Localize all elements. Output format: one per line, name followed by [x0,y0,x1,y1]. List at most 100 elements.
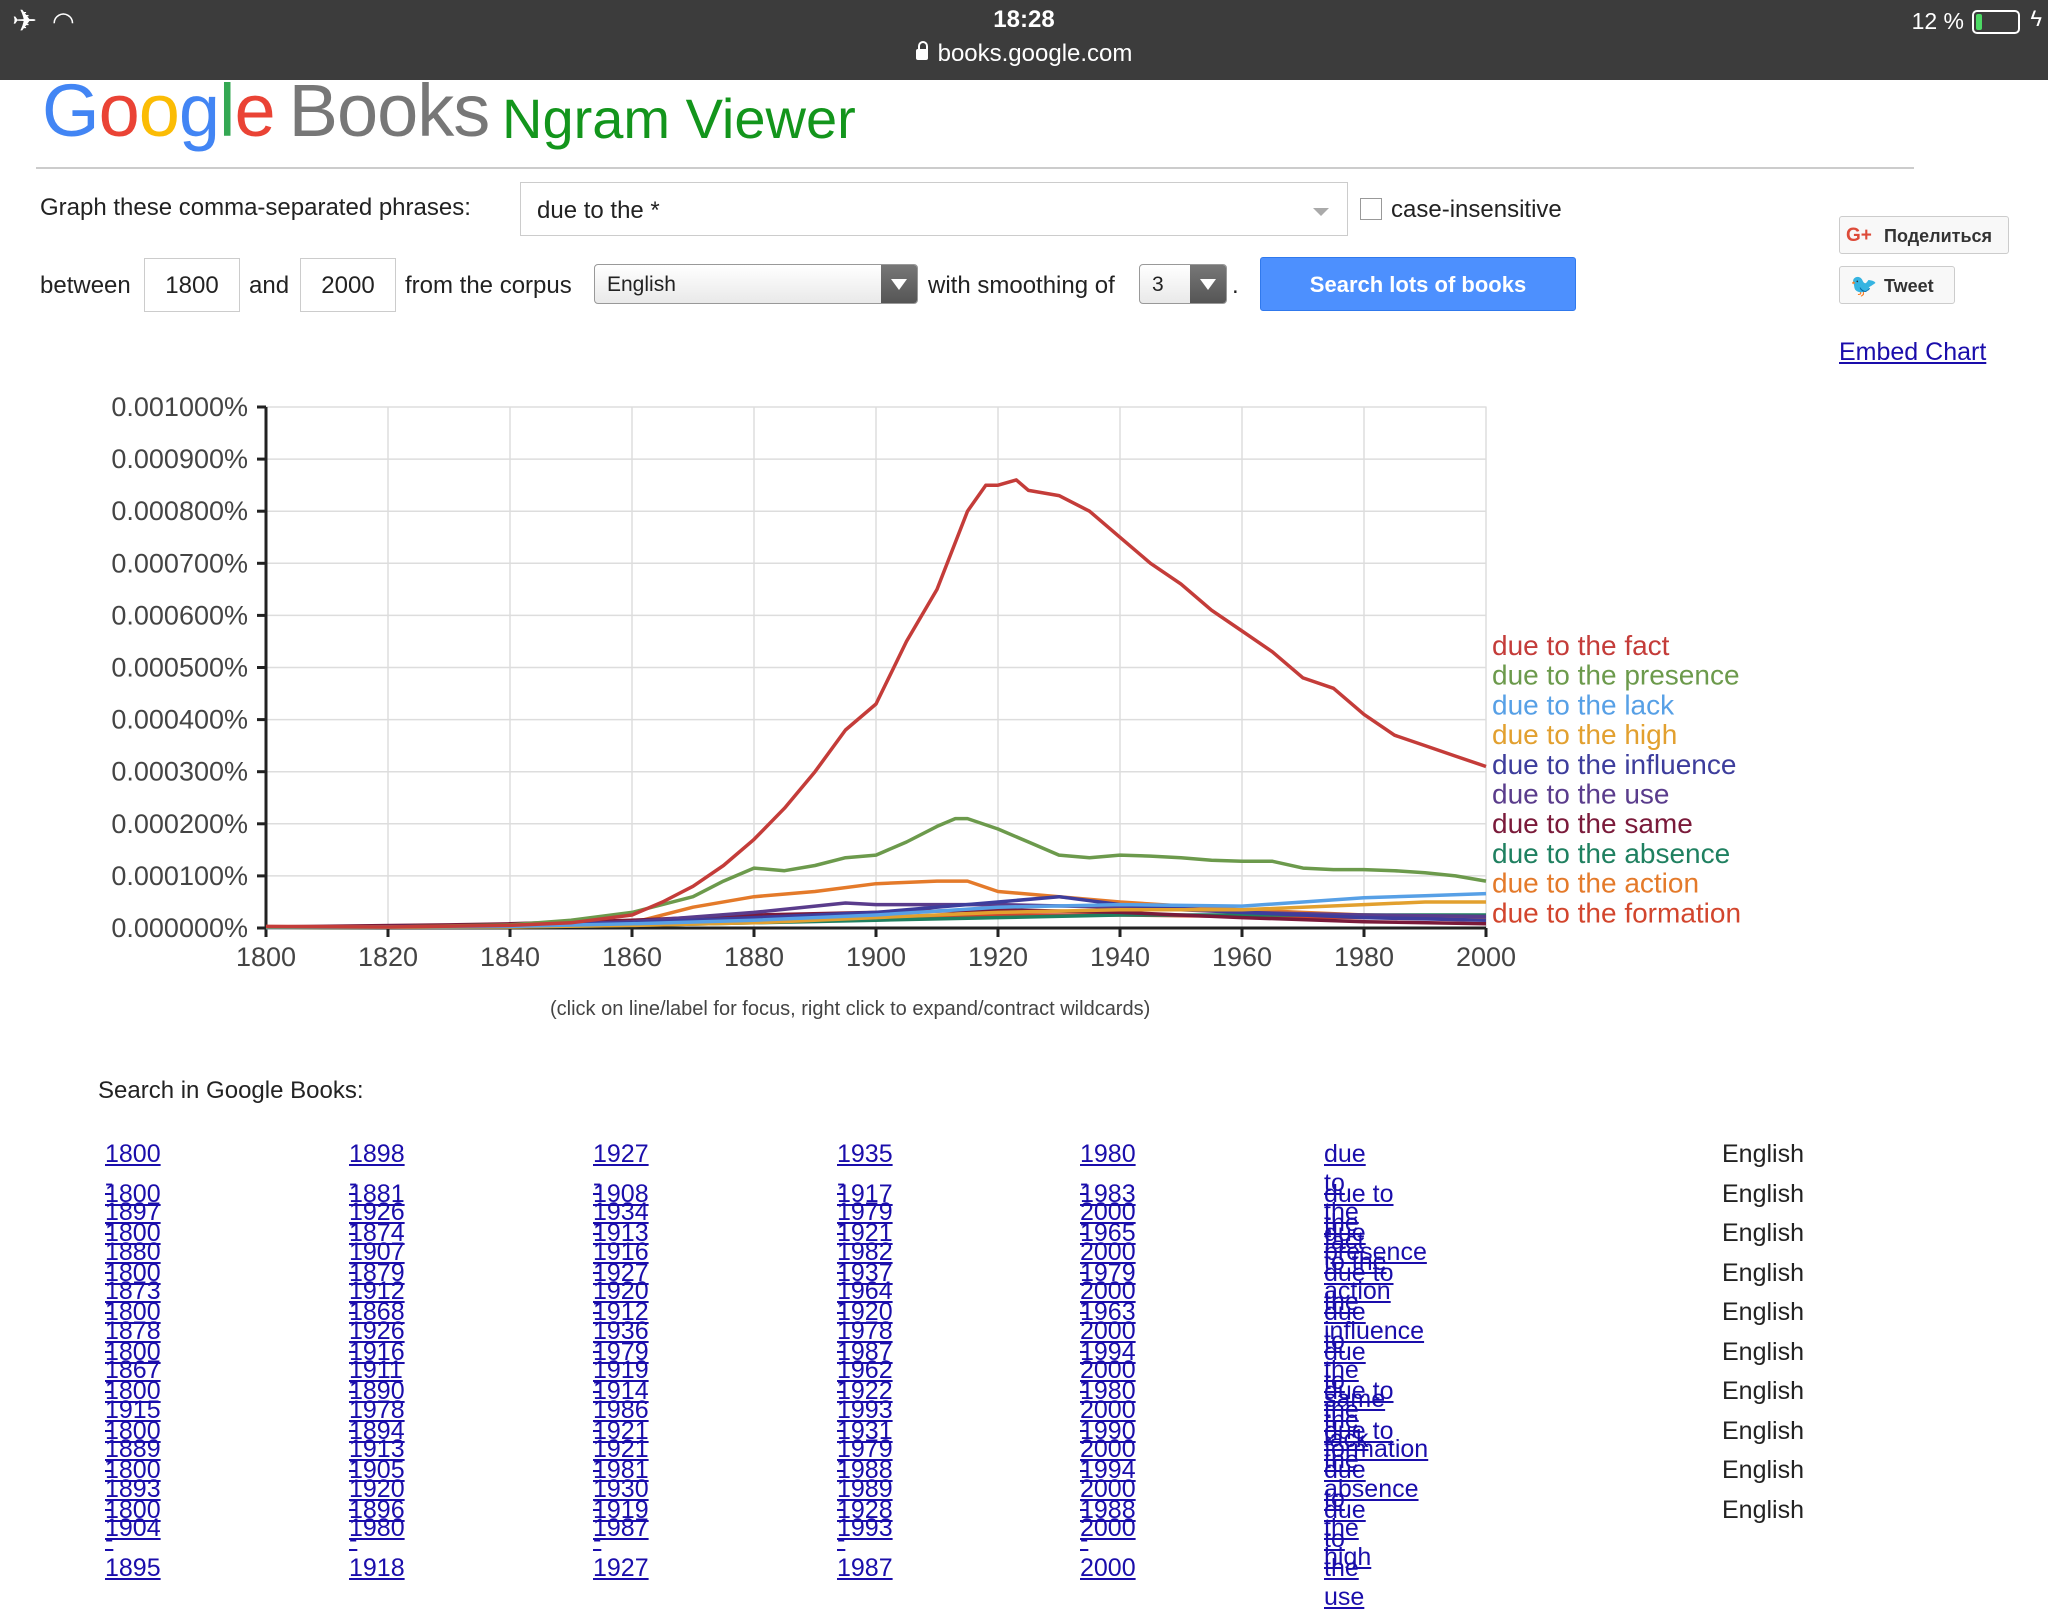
year-range-link[interactable]: 1912 - 1919 [593,1298,649,1384]
phrases-dropdown-arrow-icon[interactable] [1313,208,1329,216]
series-line[interactable] [266,816,1487,929]
year-range-link[interactable]: 1800 - 1893 [105,1416,161,1503]
corpus-cell: English [1722,1456,1804,1484]
corpus-select[interactable]: English [594,264,918,304]
search-button[interactable]: Search lots of books [1260,257,1576,311]
year-range-link[interactable]: 1963 - 2000 [1080,1298,1136,1384]
google-books-logo[interactable]: Google Books [42,68,490,153]
year-range-link[interactable]: 1881 - 1907 [349,1179,405,1266]
year-range-link[interactable]: 1800 - 1873 [105,1219,161,1305]
year-range-link[interactable]: 1927 - 1936 [593,1258,649,1345]
charging-icon: ϟ [2030,6,2042,31]
phrase-link[interactable]: due to the formation [1324,1377,1429,1463]
year-range-link[interactable]: 1937 - 1978 [837,1258,893,1345]
year-range-link[interactable]: 1894 - 1920 [349,1416,405,1503]
year-range-link[interactable]: 1800 - 1895 [105,1495,161,1582]
year-range-link[interactable]: 1800 - 1889 [105,1377,161,1463]
year-range-link[interactable]: 1979 - 2000 [1080,1258,1136,1345]
battery-percent: 12 % [1911,8,1964,34]
case-insensitive-checkbox[interactable] [1360,198,1382,220]
legend-label[interactable]: due to the formation [1492,897,1741,928]
corpus-cell: English [1722,1416,1804,1445]
corpus-cell: English [1722,1258,1804,1287]
year-range-link[interactable]: 1990 - 2000 [1080,1416,1136,1503]
form-period: . [1232,272,1239,299]
year-range-link[interactable]: 1800 - 1867 [105,1298,161,1384]
year-range-link[interactable]: 1927 - 1934 [593,1140,649,1226]
ngram-chart[interactable]: 1800 1820 1840 1860 1880 1900 1920 1940 1960 1980… [0,380,1800,980]
year-range-link[interactable]: 1921 - 1964 [837,1219,893,1305]
status-time: 18:28 [993,6,1055,33]
year-range-link[interactable]: 1868 - 1911 [349,1298,405,1384]
phrase-link[interactable]: due to the action [1324,1219,1391,1305]
address-bar[interactable]: books.google.com [0,40,2048,68]
year-range-link[interactable]: 1916 - 1978 [349,1337,405,1424]
legend-label[interactable]: due to the use [1492,779,1669,810]
year-range-link[interactable]: 1898 - 1926 [349,1140,405,1226]
year-range-link[interactable]: 1980 - 2000 [1080,1377,1136,1463]
legend-label[interactable]: due to the presence [1492,660,1740,691]
year-range-link[interactable]: 1928 - 1987 [837,1495,893,1582]
legend-label[interactable]: due to the fact [1492,630,1670,661]
legend-label[interactable]: due to the absence [1492,838,1730,869]
year-range-link[interactable]: 1965 - 2000 [1080,1219,1136,1305]
year-end-input[interactable]: 2000 [300,258,396,312]
year-range-link[interactable]: 1931 - 1989 [837,1416,893,1503]
year-range-link[interactable]: 1800 - 1878 [105,1258,161,1345]
year-range-link[interactable]: 1800 - 1880 [105,1179,161,1266]
year-range-link[interactable]: 1896 - 1918 [349,1495,405,1582]
year-range-link[interactable]: 1980 - 2000 [1080,1140,1136,1226]
year-range-link[interactable]: 1874 - 1912 [349,1219,405,1305]
legend-label[interactable]: due to the action [1492,868,1699,899]
year-range-link[interactable]: 1908 - 1916 [593,1179,649,1266]
tweet-label: Tweet [1884,276,1934,296]
tweet-button[interactable]: 🐦 Tweet [1839,266,1955,304]
twitter-icon: 🐦 [1850,273,1878,298]
lock-icon [915,41,928,60]
phrase-link[interactable]: due to the fact [1324,1140,1366,1255]
year-range-link[interactable]: 1913 - 1920 [593,1219,649,1305]
series-line[interactable] [265,891,1487,930]
year-range-link[interactable]: 1800 - 1897 [105,1140,161,1226]
year-range-link[interactable]: 1919 - 1927 [593,1495,649,1582]
embed-chart-link[interactable]: Embed Chart [1839,338,1987,366]
year-range-link[interactable]: 1914 - 1921 [593,1377,649,1463]
year-range-link[interactable]: 1988 - 2000 [1080,1495,1136,1582]
page-title: Ngram Viewer [502,87,856,150]
phrase-link[interactable]: due to the lack [1324,1337,1369,1453]
year-range-link[interactable]: 1905 - 1980 [349,1456,405,1542]
phrase-link[interactable]: due to the use [1324,1495,1366,1611]
year-range-link[interactable]: 1879 - 1926 [349,1258,405,1345]
phrase-link[interactable]: due to the same [1324,1298,1386,1413]
year-range-link[interactable]: 1917 - 1982 [837,1179,893,1266]
year-range-link[interactable]: 1983 - 2000 [1080,1179,1136,1266]
smoothing-select[interactable]: 3 [1139,264,1227,304]
year-range-link[interactable]: 1994 - 2000 [1080,1337,1136,1424]
wifi-icon: ◠ [52,6,75,36]
phrases-input[interactable]: due to the * [520,182,1348,236]
corpus-label: from the corpus [405,272,572,299]
year-range-link[interactable]: 1979 - 1986 [593,1337,649,1424]
year-range-link[interactable]: 1800 - 1915 [105,1337,161,1424]
phrase-link[interactable]: due to the presence [1324,1179,1427,1266]
legend-label[interactable]: due to the influence [1492,749,1736,780]
year-range-link[interactable]: 1987 - 1993 [837,1337,893,1424]
phrase-link[interactable]: due to the absence [1324,1416,1419,1503]
corpus-cell: English [1722,1179,1804,1208]
year-range-link[interactable]: 1890 - 1913 [349,1377,405,1463]
battery-icon [1972,10,2020,34]
gplus-share-button[interactable]: G+ Поделиться [1839,216,2009,254]
x-tick-label: 1860 [602,942,662,972]
legend-label[interactable]: due to the high [1492,719,1677,750]
year-range-link[interactable]: 1920 - 1962 [837,1298,893,1384]
series-line[interactable] [265,478,1487,929]
phrase-link[interactable]: due to the influence [1324,1258,1425,1345]
legend-label[interactable]: due to the lack [1492,689,1675,720]
legend-label[interactable]: due to the same [1492,808,1693,839]
smoothing-select-value: 3 [1152,273,1164,296]
year-range-link[interactable]: 1922 - 1979 [837,1377,893,1463]
year-start-input[interactable]: 1800 [144,258,240,312]
x-tick-label: 1880 [724,942,784,972]
year-range-link[interactable]: 1935 - 1979 [837,1140,893,1226]
year-range-link[interactable]: 1921 - 1930 [593,1416,649,1503]
